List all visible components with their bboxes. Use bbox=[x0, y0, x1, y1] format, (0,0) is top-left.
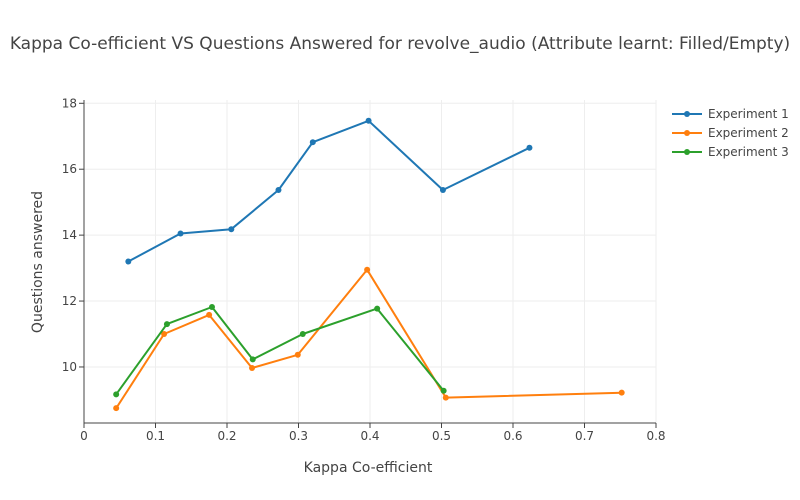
legend-marker bbox=[684, 130, 690, 136]
x-tick-label: 0.1 bbox=[146, 429, 165, 443]
x-tick-label: 0.6 bbox=[503, 429, 522, 443]
data-point bbox=[526, 144, 533, 151]
data-point bbox=[249, 356, 256, 363]
chart-title: Kappa Co-efficient VS Questions Answered… bbox=[9, 34, 791, 54]
x-tick-label: 0.4 bbox=[360, 429, 379, 443]
legend-item[interactable]: Experiment 3 bbox=[672, 145, 789, 159]
data-point bbox=[364, 266, 371, 273]
x-tick-label: 0.3 bbox=[289, 429, 308, 443]
x-axis-title: Kappa Co-efficient bbox=[304, 460, 433, 476]
data-point bbox=[299, 331, 306, 338]
data-point bbox=[374, 305, 381, 312]
y-tick-label: 12 bbox=[62, 294, 77, 308]
series-line bbox=[115, 306, 445, 395]
x-tick-label: 0.2 bbox=[217, 429, 236, 443]
legend-marker bbox=[684, 111, 690, 117]
data-point bbox=[206, 311, 213, 318]
x-tick-label: 0.8 bbox=[646, 429, 665, 443]
y-axis-ticks: 10 12 14 16 18 bbox=[62, 96, 84, 374]
x-tick-label: 0 bbox=[80, 429, 88, 443]
data-point bbox=[249, 364, 256, 371]
series-1 bbox=[125, 117, 533, 265]
legend-label: Experiment 2 bbox=[708, 126, 789, 140]
data-point bbox=[161, 331, 168, 338]
data-point bbox=[113, 391, 120, 398]
y-tick-label: 14 bbox=[62, 228, 77, 242]
y-tick-label: 18 bbox=[62, 96, 77, 110]
data-point bbox=[275, 186, 282, 193]
data-point bbox=[125, 258, 132, 265]
data-point bbox=[113, 405, 120, 412]
data-point bbox=[309, 139, 316, 146]
grid-lines bbox=[84, 100, 657, 423]
series-line bbox=[127, 119, 530, 263]
series-3 bbox=[113, 303, 447, 398]
legend-marker bbox=[684, 149, 690, 155]
x-tick-label: 0.5 bbox=[432, 429, 451, 443]
x-axis-ticks: 0 0.1 0.2 0.3 0.4 0.5 0.6 0.7 0.8 bbox=[80, 423, 666, 443]
data-point bbox=[294, 351, 301, 358]
data-point bbox=[177, 230, 184, 237]
legend-item[interactable]: Experiment 2 bbox=[672, 126, 789, 140]
data-point bbox=[208, 303, 215, 310]
x-tick-label: 0.7 bbox=[575, 429, 594, 443]
series-2 bbox=[113, 266, 625, 412]
legend-label: Experiment 3 bbox=[708, 145, 789, 159]
data-point bbox=[365, 117, 372, 124]
data-point bbox=[228, 226, 235, 233]
data-point bbox=[442, 394, 449, 401]
data-point bbox=[439, 186, 446, 193]
data-point bbox=[440, 387, 447, 394]
data-point bbox=[163, 321, 170, 328]
y-axis-title: Questions answered bbox=[30, 191, 46, 333]
legend-item[interactable]: Experiment 1 bbox=[672, 107, 789, 121]
legend: Experiment 1 Experiment 2 Experiment 3 bbox=[672, 107, 789, 159]
y-tick-label: 16 bbox=[62, 162, 77, 176]
legend-label: Experiment 1 bbox=[708, 107, 789, 121]
data-point bbox=[618, 389, 625, 396]
series-layer bbox=[113, 117, 625, 412]
series-line bbox=[115, 268, 622, 409]
y-tick-label: 10 bbox=[62, 360, 77, 374]
